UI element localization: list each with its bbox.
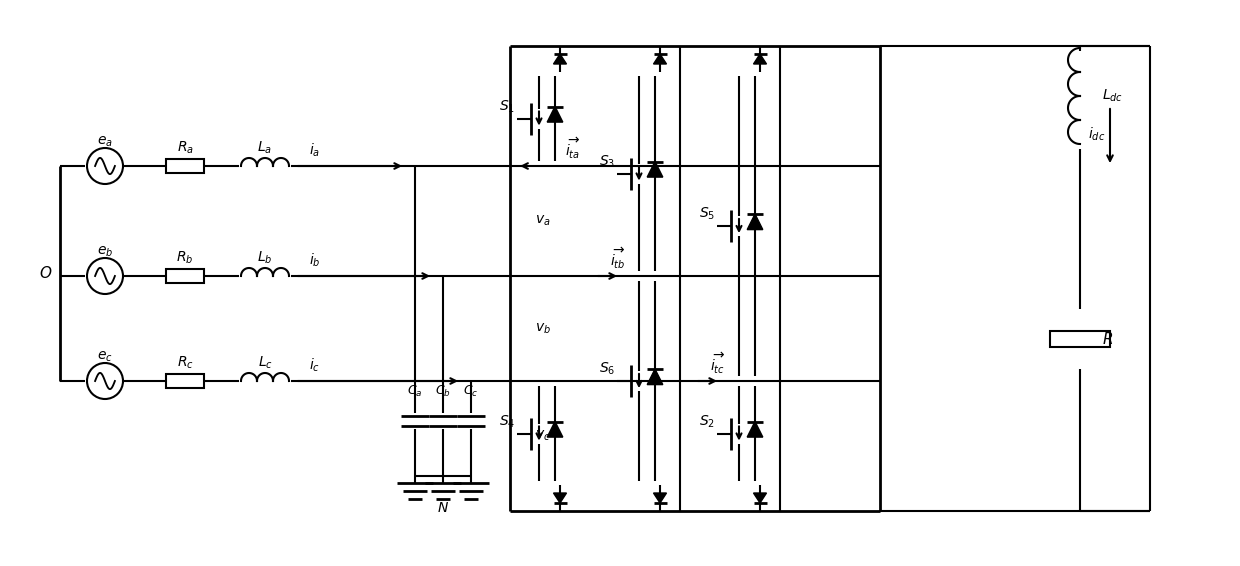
- Text: $v_c$: $v_c$: [534, 429, 551, 443]
- Polygon shape: [754, 54, 766, 64]
- Bar: [1050, 331, 1110, 346]
- Text: $v_b$: $v_b$: [534, 321, 551, 336]
- Text: $L_{dc}$: $L_{dc}$: [1102, 88, 1123, 104]
- Text: $L_a$: $L_a$: [258, 140, 273, 156]
- Text: $S_2$: $S_2$: [699, 413, 715, 430]
- Text: $R_a$: $R_a$: [176, 140, 193, 156]
- Text: $C_c$: $C_c$: [464, 383, 479, 398]
- Text: $e_a$: $e_a$: [97, 135, 113, 149]
- Text: $S_1$: $S_1$: [498, 98, 515, 115]
- Text: $S_3$: $S_3$: [599, 153, 615, 170]
- Polygon shape: [754, 493, 766, 503]
- Text: $\overrightarrow{i_{tc}}$: $\overrightarrow{i_{tc}}$: [711, 350, 725, 376]
- Polygon shape: [647, 161, 663, 177]
- Text: $S_5$: $S_5$: [699, 206, 715, 222]
- Text: $i_c$: $i_c$: [310, 357, 321, 374]
- Text: $R_c$: $R_c$: [176, 355, 193, 371]
- Polygon shape: [748, 214, 763, 230]
- Text: $N$: $N$: [436, 501, 449, 515]
- Text: $v_a$: $v_a$: [534, 214, 551, 228]
- Text: $R$: $R$: [1102, 331, 1114, 346]
- Polygon shape: [748, 422, 763, 437]
- Text: $i_{dc}$: $i_{dc}$: [1087, 125, 1105, 143]
- Text: $C_b$: $C_b$: [435, 383, 451, 398]
- Text: $O$: $O$: [40, 265, 52, 281]
- Text: $i_a$: $i_a$: [310, 142, 321, 158]
- Bar: [166, 269, 205, 283]
- Polygon shape: [653, 54, 667, 64]
- Text: $\overrightarrow{i_{tb}}$: $\overrightarrow{i_{tb}}$: [610, 246, 626, 271]
- Polygon shape: [553, 493, 567, 503]
- Text: $i_b$: $i_b$: [309, 251, 321, 269]
- Text: $e_c$: $e_c$: [97, 350, 113, 364]
- Text: $L_c$: $L_c$: [258, 355, 273, 371]
- Polygon shape: [547, 106, 563, 122]
- Polygon shape: [547, 422, 563, 437]
- Polygon shape: [553, 54, 567, 64]
- Polygon shape: [647, 369, 663, 385]
- Text: $S_4$: $S_4$: [498, 413, 515, 430]
- Text: $S_6$: $S_6$: [599, 361, 615, 377]
- Text: $e_b$: $e_b$: [97, 245, 113, 259]
- Polygon shape: [653, 493, 667, 503]
- Text: $\overrightarrow{i_{ta}}$: $\overrightarrow{i_{ta}}$: [565, 135, 580, 161]
- Text: $R_b$: $R_b$: [176, 250, 193, 266]
- Bar: [166, 159, 205, 173]
- Text: $C_a$: $C_a$: [407, 383, 423, 398]
- Bar: [166, 374, 205, 388]
- Text: $L_b$: $L_b$: [257, 250, 273, 266]
